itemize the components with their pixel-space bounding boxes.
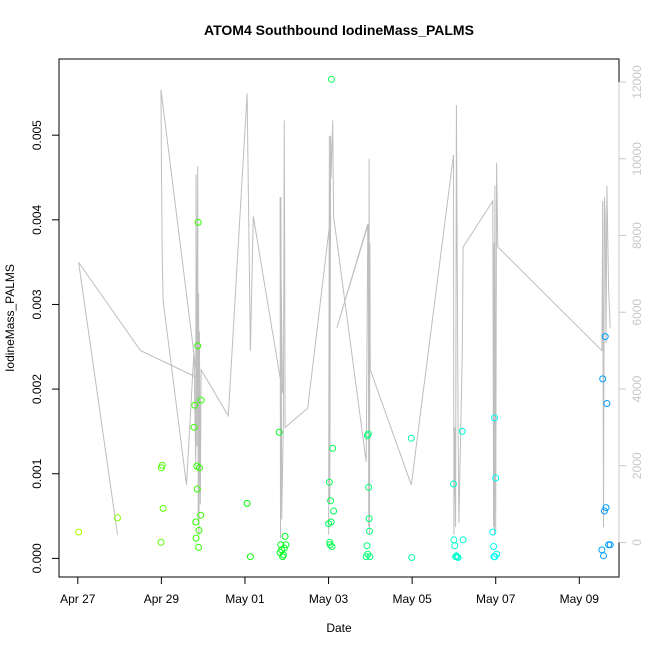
data-point [280, 544, 288, 552]
data-point [603, 400, 611, 407]
data-point [365, 483, 373, 491]
data-point [195, 543, 203, 551]
data-point [363, 542, 371, 550]
data-point [157, 538, 165, 546]
data-point [606, 541, 614, 549]
y-axis: 0.000 0.001 0.002 0.003 0.004 0.005 [30, 120, 60, 573]
data-point [450, 480, 457, 488]
x-tick-label: Apr 29 [144, 592, 180, 606]
data-point [197, 511, 205, 519]
x-axis: Apr 27 Apr 29 May 01 May 03 May 05 May 07 May … [60, 576, 600, 606]
y-axis-label: IodineMass_PALMS [3, 264, 17, 372]
data-point [193, 485, 201, 493]
data-point [491, 414, 498, 422]
data-point [327, 497, 335, 505]
data-point [158, 461, 166, 469]
y2-tick-label: 10000 [630, 142, 644, 176]
y2-tick-label: 4000 [630, 375, 644, 402]
data-point [365, 515, 373, 523]
data-point [325, 478, 333, 486]
data-point [195, 526, 203, 534]
data-point [454, 554, 462, 561]
data-point [407, 434, 415, 442]
data-point [279, 551, 287, 559]
data-point [459, 536, 467, 544]
y2-tick-label: 12000 [630, 65, 644, 99]
data-point [599, 375, 607, 383]
data-point [366, 527, 373, 535]
data-point [490, 543, 498, 550]
data-point [75, 528, 83, 536]
data-point [282, 541, 290, 549]
data-point [246, 553, 254, 561]
x-axis-label: Date [326, 621, 352, 635]
scatter-points [75, 75, 614, 561]
data-point [190, 423, 198, 431]
data-point [191, 401, 199, 409]
y-tick-label: 0.000 [30, 543, 44, 573]
x-tick-label: May 03 [309, 592, 349, 606]
data-point [114, 514, 121, 522]
data-point [243, 499, 251, 507]
data-point [450, 536, 458, 544]
data-point [600, 552, 607, 560]
x-tick-label: May 01 [225, 592, 265, 606]
y2-axis: 0 2000 4000 6000 8000 10000 12000 [618, 65, 644, 546]
data-point [195, 464, 203, 472]
data-point [330, 507, 338, 515]
x-tick-label: May 07 [476, 592, 516, 606]
x-tick-label: May 09 [560, 592, 600, 606]
y-tick-label: 0.005 [30, 120, 44, 150]
data-point [326, 541, 334, 549]
y-tick-label: 0.004 [30, 204, 44, 234]
data-point [328, 75, 335, 83]
y2-tick-label: 2000 [630, 452, 644, 479]
data-point [601, 333, 609, 341]
data-point [326, 538, 334, 546]
data-point [327, 518, 335, 526]
data-point [453, 553, 461, 561]
y-tick-label: 0.001 [30, 458, 44, 488]
x-tick-label: Apr 27 [60, 592, 96, 606]
y-tick-label: 0.002 [30, 374, 44, 404]
data-point [493, 550, 501, 558]
data-point [451, 542, 459, 550]
chart-title: ATOM4 Southbound IodineMass_PALMS [204, 22, 474, 38]
data-point [366, 553, 374, 561]
data-point [328, 543, 336, 550]
data-point [329, 444, 337, 452]
y2-tick-label: 8000 [630, 222, 644, 249]
data-point [408, 554, 416, 561]
y2-tick-label: 6000 [630, 299, 644, 326]
right-axis-series-line [78, 89, 611, 539]
x-tick-label: May 05 [392, 592, 432, 606]
data-point [192, 518, 200, 526]
data-point [458, 427, 466, 435]
y-tick-label: 0.003 [30, 289, 44, 319]
data-point [192, 534, 200, 542]
data-point [197, 396, 205, 404]
data-point [602, 504, 610, 512]
data-point [364, 430, 372, 438]
data-point [275, 428, 283, 436]
y2-tick-label: 0 [630, 539, 644, 546]
data-point [452, 552, 460, 560]
data-point [489, 528, 497, 536]
data-point [159, 504, 167, 512]
data-point [281, 532, 289, 540]
data-point [194, 218, 202, 226]
data-point [492, 474, 500, 482]
data-point [598, 546, 606, 554]
plot-frame [58, 58, 620, 578]
data-point [194, 342, 202, 350]
data-point [600, 507, 608, 515]
right-axis-line-series [78, 89, 611, 539]
